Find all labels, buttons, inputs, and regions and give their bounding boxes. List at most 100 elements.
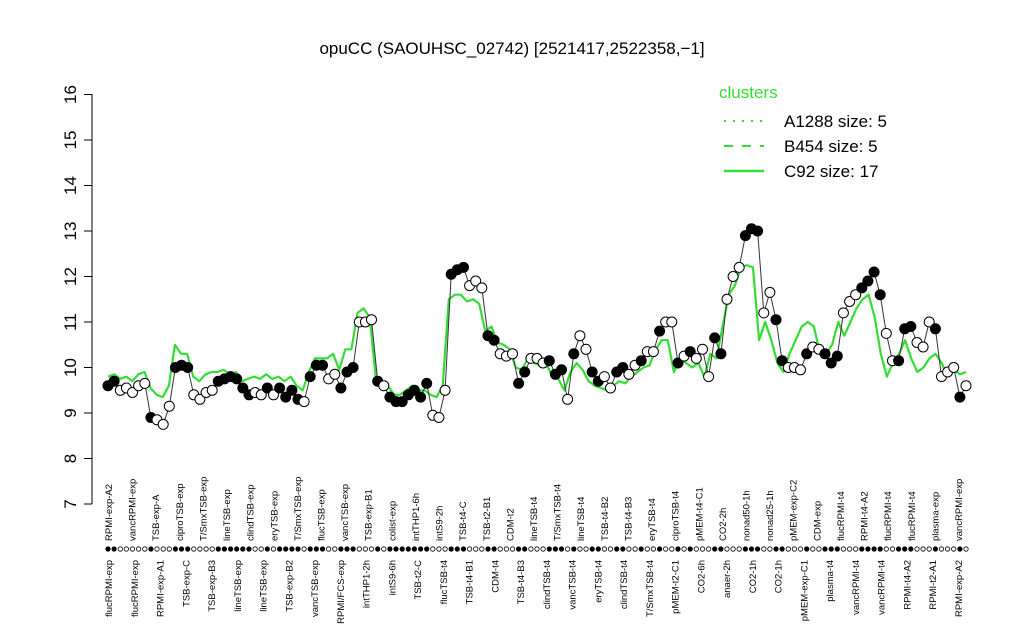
- sample-label: flucRPMI-t4: [836, 491, 847, 541]
- data-point: [458, 261, 469, 273]
- rug-mark: [920, 546, 926, 552]
- data-point: [715, 348, 727, 360]
- rug-mark: [405, 546, 411, 552]
- data-point: [513, 377, 525, 389]
- sample-labels-upper: RPMI-exp-A2 vancRPMI-exp TSB-exp-A ciproTSB…: [104, 477, 965, 541]
- sample-label: TSB-exp-A: [151, 494, 162, 541]
- sample-label: intS9-6h: [387, 560, 398, 595]
- data-point: [635, 355, 647, 367]
- sample-label: colist-exp: [387, 501, 398, 541]
- rug-mark: [675, 546, 681, 552]
- data-point: [709, 332, 721, 344]
- rug-mark: [276, 546, 283, 552]
- rug-mark: [436, 546, 442, 552]
- rug-mark: [209, 546, 215, 552]
- data-point: [415, 391, 427, 403]
- data-point: [905, 321, 917, 332]
- data-point: [378, 380, 390, 392]
- data-point: [470, 275, 482, 287]
- sample-label: ciproTSB-exp: [175, 483, 186, 541]
- data-point: [317, 359, 328, 371]
- rug-mark: [105, 546, 111, 552]
- sample-label: TSB-t4-B3: [516, 560, 527, 604]
- sample-label: pMEM-exp-C1: [800, 560, 811, 621]
- sample-label: lineTSB-exp: [233, 560, 244, 612]
- rug-mark: [313, 546, 319, 552]
- data-point: [237, 382, 249, 394]
- y-axis-ticks: 7 8 9 10 11 12 13 14 15 16: [61, 85, 92, 509]
- rug-mark: [417, 546, 424, 552]
- rug-mark: [816, 546, 822, 552]
- rug-mark: [681, 546, 687, 552]
- sample-label: TSB-exp-B1: [364, 489, 375, 541]
- rug-mark: [577, 546, 583, 552]
- rug-mark: [362, 546, 368, 552]
- sample-label: TSB-exp-B2: [284, 560, 295, 612]
- data-point: [598, 371, 610, 383]
- rug-mark: [215, 546, 221, 552]
- data-point: [396, 396, 408, 408]
- legend-entry-c92: C92 size: 17: [784, 162, 879, 181]
- data-point: [666, 316, 678, 328]
- data-point: [960, 380, 972, 392]
- rug-mark: [840, 546, 847, 552]
- rug-mark: [522, 546, 528, 552]
- data-point: [831, 350, 843, 362]
- data-point: [739, 230, 751, 242]
- rug-mark: [546, 546, 552, 552]
- rug-mark: [381, 546, 387, 552]
- sample-label: CDM-exp: [812, 501, 823, 541]
- rug-mark: [834, 546, 840, 552]
- rug-mark: [515, 546, 522, 552]
- sample-label: vancTSB-exp: [340, 484, 351, 541]
- data-point: [703, 371, 715, 383]
- data-point: [298, 396, 310, 408]
- rug-mark: [258, 546, 264, 552]
- y-tick-label: 9: [61, 408, 80, 417]
- rug-mark: [650, 546, 657, 552]
- rug-mark: [626, 546, 632, 552]
- data-point: [727, 271, 739, 282]
- data-point: [476, 282, 488, 294]
- data-point: [764, 286, 776, 298]
- rug-mark: [963, 546, 969, 552]
- rug-mark: [466, 546, 473, 552]
- data-point: [954, 391, 966, 403]
- rug-mark: [454, 546, 460, 552]
- rug-mark: [375, 546, 381, 552]
- rug-mark: [509, 546, 516, 552]
- data-point: [231, 373, 243, 385]
- rug-mark: [387, 546, 393, 552]
- data-point: [825, 357, 837, 369]
- data-point: [721, 293, 733, 305]
- sample-label: lineTSB-t4: [529, 497, 540, 541]
- sample-label: flucRPMI-exp: [104, 560, 115, 617]
- rug-mark: [344, 546, 350, 552]
- data-point: [286, 384, 298, 396]
- rug-mark: [148, 546, 154, 552]
- rug-mark: [601, 546, 608, 552]
- rug-mark: [883, 546, 889, 552]
- rug-mark: [620, 546, 626, 552]
- rug-mark: [491, 546, 497, 552]
- rug-mark: [552, 546, 559, 552]
- data-point: [335, 382, 347, 394]
- data-point: [408, 384, 420, 396]
- legend: clusters A1288 size: 5 B454 size: 5 C92 …: [719, 83, 887, 181]
- sample-label: flucRPMI-exp: [130, 560, 141, 617]
- y-tick-label: 11: [61, 313, 80, 331]
- legend-title: clusters: [719, 83, 778, 102]
- data-point: [433, 412, 445, 423]
- rug-mark: [663, 546, 669, 552]
- sample-label: ciproTSB-t4: [671, 491, 682, 541]
- rug-mark: [399, 546, 405, 552]
- y-tick-label: 14: [61, 176, 80, 195]
- rug-mark: [767, 546, 773, 552]
- rug-mark: [430, 546, 436, 552]
- data-point: [874, 289, 886, 301]
- rug-mark: [669, 546, 675, 552]
- sample-label: vancTSB-t4: [568, 560, 579, 610]
- sample-label: lineTSB-t4: [576, 497, 587, 541]
- data-point: [856, 282, 868, 294]
